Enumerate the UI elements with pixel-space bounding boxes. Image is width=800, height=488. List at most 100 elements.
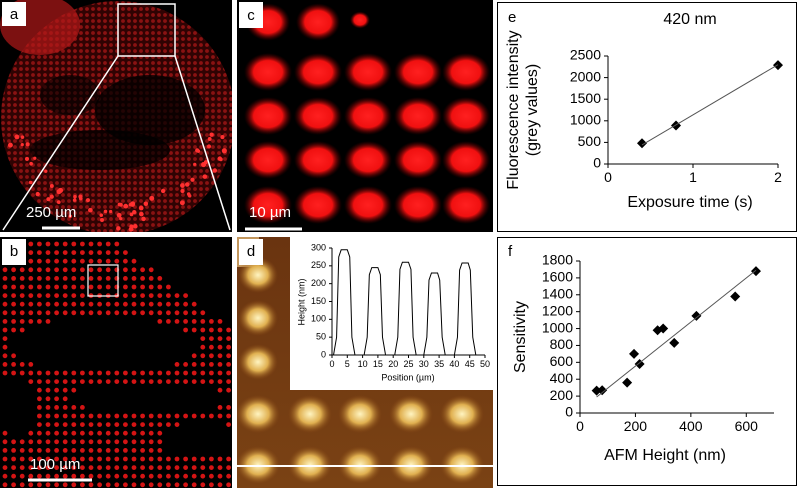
array-dot [226,422,232,427]
array-dot [37,267,42,273]
array-dot [2,439,8,445]
array-dot [54,241,59,247]
array-dot [148,422,154,427]
array-dot [105,482,111,488]
array-dot [209,413,214,419]
array-dot [71,405,77,410]
array-dot [174,293,180,298]
array-dot [80,456,85,462]
array-dot [191,327,197,333]
array-dot [97,456,102,462]
data-point [637,138,647,149]
array-dot [131,293,137,298]
array-dot [114,241,120,247]
panel-border [497,237,797,486]
bright-spot [20,135,25,139]
array-dot [11,293,16,298]
bright-spot [180,183,185,188]
y-tick-label: 1500 [570,90,601,106]
array-dot [45,379,51,384]
y-tick-label: 200 [550,387,574,403]
array-dot [62,456,68,462]
array-dot [80,301,85,307]
bright-spot [190,177,195,182]
data-point [634,359,645,370]
panel-letter: d [247,243,255,260]
array-dot [71,482,77,488]
letter-box [2,239,26,265]
array-dot [131,413,137,419]
array-dot [2,456,8,462]
array-dot [71,439,77,445]
array-dot [174,456,180,462]
x-tick-label: 400 [679,418,703,434]
afm-dot [237,395,280,433]
bright-spot [56,189,62,195]
array-dot [105,448,111,453]
array-dot [62,276,68,281]
array-dot [2,310,8,316]
array-dot [191,370,197,376]
array-dot [80,250,85,256]
array-dot [45,482,51,488]
bright-spot [138,205,144,211]
y-tick-label: 800 [550,336,574,352]
array-dot [19,482,25,488]
array-dot [131,276,137,281]
x-tick-label: 25 [403,359,413,369]
array-dot [11,353,16,359]
panel-letter: c [247,7,255,24]
array-dot [45,396,51,402]
array-dot [71,370,77,376]
array-dot [140,267,146,273]
array-dot [71,379,77,384]
array-dot [28,241,34,247]
letter-box [239,2,263,28]
array-dot [148,379,154,384]
array-dot [140,439,146,445]
array-dot [191,379,197,384]
array-dot [11,456,16,462]
chart-title: 420 nm [663,11,716,28]
array-dot [131,379,137,384]
array-dot [209,456,214,462]
array-dot [54,422,59,427]
array-dot [200,319,206,324]
array-dot [140,456,146,462]
array-dot [123,370,128,376]
array-dot [45,456,51,462]
array-dot [140,413,146,419]
array-dot [19,473,25,479]
y-tick-label: 0 [593,155,601,171]
array-dot [2,362,8,367]
array-dot [62,293,68,298]
fluorescent-spot [244,141,292,179]
array-dot [80,310,85,316]
panel-letter: a [10,6,19,23]
array-dot [105,422,111,427]
fluorescent-spot [244,97,292,135]
array-dot [97,284,102,290]
array-dot [2,473,8,479]
array-dot [19,370,25,376]
fluorescent-spot [394,97,442,135]
array-dot [226,336,232,341]
afm-dot [338,395,382,433]
array-dot [11,439,16,445]
array-dot [97,448,102,453]
array-dot [105,276,111,281]
array-dot [123,430,128,436]
array-dot [28,250,34,256]
bright-spot [132,224,138,229]
y-tick-label: 1000 [542,319,573,335]
array-dot [114,473,120,479]
array-dot [88,422,94,427]
array-dot [28,448,34,453]
array-dot [37,422,42,427]
array-dot [54,284,59,290]
array-dot [191,362,197,367]
array-dot [148,456,154,462]
array-dot [157,319,163,324]
array-dot [71,301,77,307]
bright-spot [219,157,223,162]
